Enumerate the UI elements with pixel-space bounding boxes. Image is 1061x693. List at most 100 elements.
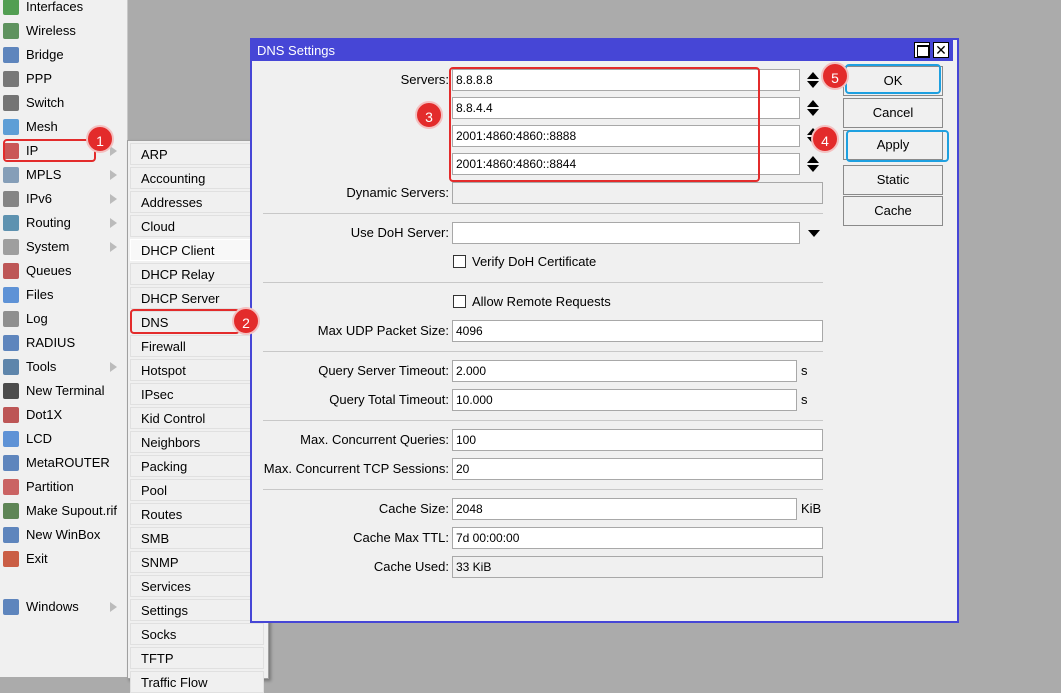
submenu-item[interactable]: Addresses [130, 191, 264, 213]
field-input[interactable] [452, 222, 800, 244]
sidebar-item[interactable]: System [0, 236, 126, 258]
submenu-item[interactable]: Neighbors [130, 431, 264, 453]
sidebar-item[interactable]: New WinBox [0, 524, 126, 546]
down-arrow [807, 165, 819, 172]
sidebar-item[interactable]: Switch [0, 92, 126, 114]
highlight-apply [846, 130, 949, 162]
dialog-button[interactable]: OK [843, 66, 943, 96]
maximize-button[interactable] [914, 42, 930, 58]
submenu-item[interactable]: Services [130, 575, 264, 597]
field-unit: s [801, 392, 808, 407]
submenu-item[interactable]: Settings [130, 599, 264, 621]
field-unit: s [801, 363, 808, 378]
server-input[interactable]: 2001:4860:4860::8888 [452, 125, 800, 147]
item-icon [3, 143, 19, 159]
submenu-item[interactable]: DHCP Server [130, 287, 264, 309]
close-button[interactable]: ✕ [933, 42, 949, 58]
item-label: ARP [141, 147, 168, 162]
sidebar-item[interactable]: PPP [0, 68, 126, 90]
submenu-arrow [110, 242, 117, 252]
title-bar: DNS Settings ✕ [252, 40, 953, 61]
field-input [452, 182, 823, 204]
submenu-item[interactable]: SMB [130, 527, 264, 549]
submenu-item[interactable]: DHCP Client [130, 239, 264, 261]
dialog-button[interactable]: Apply [843, 130, 943, 160]
field-input[interactable]: 20 [452, 458, 823, 480]
submenu-item[interactable]: TFTP [130, 647, 264, 669]
submenu-item[interactable]: Cloud [130, 215, 264, 237]
item-label: Routing [26, 215, 71, 230]
sidebar-item[interactable]: Queues [0, 260, 126, 282]
item-label: Routes [141, 507, 183, 522]
sidebar-item[interactable]: Mesh [0, 116, 126, 138]
sidebar-item[interactable]: Make Supout.rif [0, 500, 126, 522]
submenu-item[interactable]: Kid Control [130, 407, 264, 429]
server-input[interactable]: 8.8.8.8 [452, 69, 800, 91]
dropdown-arrow[interactable] [808, 230, 820, 237]
sidebar-item[interactable]: Routing [0, 212, 126, 234]
sidebar-item[interactable]: Files [0, 284, 126, 306]
sidebar-item[interactable]: Partition [0, 476, 126, 498]
field-label: Use DoH Server: [350, 225, 449, 240]
item-icon [3, 383, 19, 399]
sidebar-item[interactable]: Tools [0, 356, 126, 378]
submenu-item[interactable]: Traffic Flow [130, 671, 264, 693]
item-icon [3, 263, 19, 279]
dialog-title: DNS Settings [257, 43, 336, 58]
sidebar-item[interactable]: Log [0, 308, 126, 330]
sidebar-item[interactable]: Dot1X [0, 404, 126, 426]
submenu-item[interactable]: Accounting [130, 167, 264, 189]
dialog-button[interactable]: Cancel [843, 98, 943, 128]
sidebar-item[interactable]: Wireless [0, 20, 126, 42]
item-label: DHCP Server [141, 291, 220, 306]
field-input[interactable]: 2048 [452, 498, 797, 520]
field-label: Cache Used: [373, 559, 449, 574]
submenu-item[interactable]: Pool [130, 479, 264, 501]
field-label: Max. Concurrent Queries: [300, 432, 449, 447]
submenu-item[interactable]: Firewall [130, 335, 264, 357]
submenu-item[interactable]: Routes [130, 503, 264, 525]
field-label: Max. Concurrent TCP Sessions: [263, 461, 449, 476]
separator [263, 351, 823, 352]
sidebar-item[interactable]: IP [0, 140, 126, 162]
sidebar-item[interactable]: MetaROUTER [0, 452, 126, 474]
spinner[interactable] [806, 99, 820, 117]
sidebar-item[interactable]: Windows [0, 596, 126, 618]
checkbox[interactable] [453, 255, 466, 268]
sidebar-item[interactable]: MPLS [0, 164, 126, 186]
spinner[interactable] [806, 71, 820, 89]
item-label: Firewall [141, 339, 186, 354]
item-label: Dot1X [26, 407, 63, 422]
sidebar-item[interactable]: New Terminal [0, 380, 126, 402]
submenu-item[interactable]: DHCP Relay [130, 263, 264, 285]
checkbox[interactable] [453, 295, 466, 308]
winbox-screen: Interfaces Wireless Bridge PPP Switch Mesh IP M… [0, 0, 959, 693]
highlight-servers [449, 67, 760, 182]
sidebar-item[interactable]: Bridge [0, 44, 126, 66]
submenu-item[interactable]: Hotspot [130, 359, 264, 381]
submenu-item[interactable]: SNMP [130, 551, 264, 573]
server-input[interactable]: 8.8.4.4 [452, 97, 800, 119]
sidebar-item[interactable]: Interfaces [0, 0, 126, 18]
sidebar-item[interactable]: Exit [0, 548, 126, 570]
item-icon [3, 287, 19, 303]
field-input[interactable]: 2.000 [452, 360, 797, 382]
item-label: Cloud [141, 219, 175, 234]
dialog-button[interactable]: Static [843, 165, 943, 195]
field-input[interactable]: 100 [452, 429, 823, 451]
submenu-item[interactable]: IPsec [130, 383, 264, 405]
field-input[interactable]: 7d 00:00:00 [452, 527, 823, 549]
step-badge: 5 [821, 62, 849, 90]
spinner[interactable] [806, 155, 820, 173]
submenu-item[interactable]: Socks [130, 623, 264, 645]
item-label: Neighbors [141, 435, 201, 450]
sidebar-item[interactable]: LCD [0, 428, 126, 450]
field-input[interactable]: 10.000 [452, 389, 797, 411]
submenu-item[interactable]: ARP [130, 143, 264, 165]
sidebar-item[interactable]: IPv6 [0, 188, 126, 210]
field-input[interactable]: 4096 [452, 320, 823, 342]
sidebar-item[interactable]: RADIUS [0, 332, 126, 354]
submenu-item[interactable]: Packing [130, 455, 264, 477]
server-input[interactable]: 2001:4860:4860::8844 [452, 153, 800, 175]
dialog-button[interactable]: Cache [843, 196, 943, 226]
